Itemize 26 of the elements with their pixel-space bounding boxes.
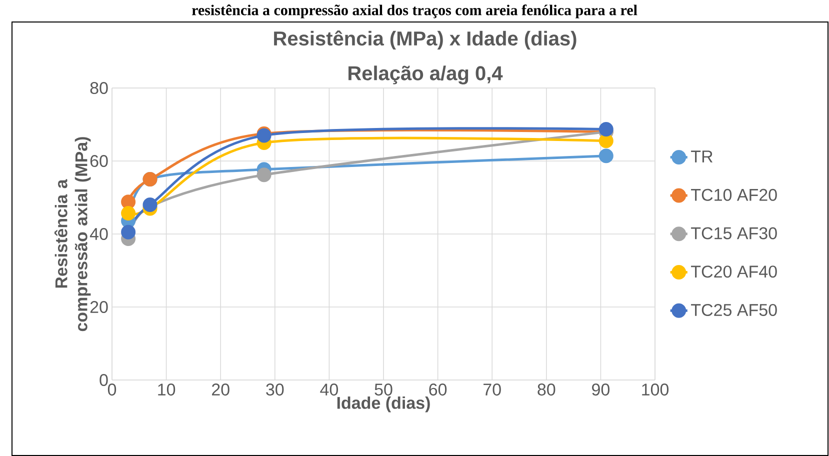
chart-title: Resistência (MPa) x Idade (dias) [274, 30, 576, 50]
x-tick-label: 60 [429, 384, 447, 396]
x-axis-title: Idade (dias) [337, 396, 430, 412]
x-tick-label: 10 [158, 384, 176, 396]
legend-label: TC25 AF50 [691, 304, 777, 316]
x-tick-label: 80 [538, 384, 556, 396]
x-tick-label: 30 [266, 384, 284, 396]
y-tick-label: 0 [100, 374, 108, 386]
y-tick-label: 40 [90, 228, 108, 240]
y-axis-title: Resistência a compressão axial (MPa) [54, 137, 91, 332]
y-tick-label: 20 [90, 300, 108, 314]
x-tick-label: 40 [320, 384, 338, 396]
y-tick-label: 80 [90, 82, 108, 94]
chart-subtitle: Relação a/ag 0,4 [348, 66, 503, 84]
y-tick-label: 60 [90, 154, 108, 168]
legend-label: TC20 AF40 [691, 266, 777, 278]
x-tick-label: 90 [592, 384, 610, 396]
x-tick-label: 50 [374, 384, 392, 396]
x-tick-label: 20 [212, 384, 230, 396]
legend-label: TC15 AF30 [691, 227, 777, 240]
text: resistência a compressão axial dos traços com areia fenólica para a rel [192, 4, 638, 18]
x-tick-label: 70 [484, 384, 501, 396]
x-tick-label: 100 [642, 384, 669, 396]
legend-label: TR [691, 150, 713, 162]
legend-label: TC10 AF20 [691, 188, 777, 201]
x-tick-label: 0 [108, 384, 116, 396]
